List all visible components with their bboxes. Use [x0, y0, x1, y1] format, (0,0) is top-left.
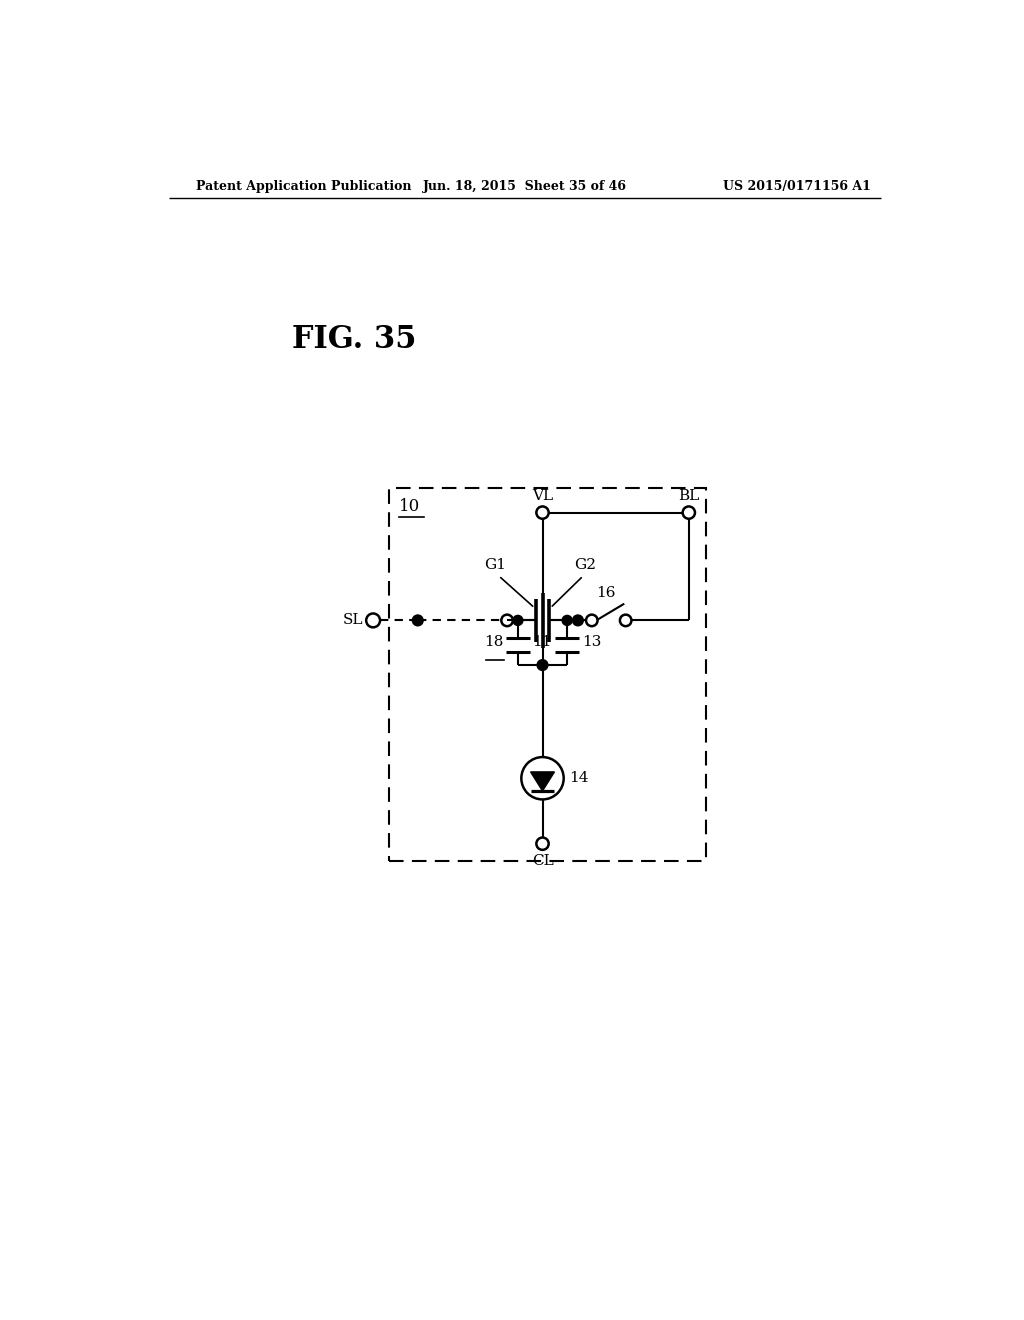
Polygon shape: [530, 772, 554, 791]
Circle shape: [562, 615, 572, 626]
Text: BL: BL: [678, 490, 699, 503]
Text: Jun. 18, 2015  Sheet 35 of 46: Jun. 18, 2015 Sheet 35 of 46: [423, 180, 627, 193]
Text: G1: G1: [483, 558, 506, 572]
Text: VL: VL: [531, 490, 553, 503]
Text: G2: G2: [573, 558, 596, 572]
Text: CL: CL: [531, 854, 553, 869]
Text: FIG. 35: FIG. 35: [292, 323, 417, 355]
Text: SL: SL: [343, 614, 364, 627]
Text: 16: 16: [596, 586, 615, 601]
Text: 11: 11: [532, 635, 552, 649]
Text: 10: 10: [399, 498, 421, 515]
Circle shape: [572, 615, 584, 626]
Circle shape: [513, 615, 523, 626]
Text: 13: 13: [582, 635, 601, 649]
Circle shape: [538, 660, 548, 671]
Text: 14: 14: [569, 771, 589, 785]
Text: 18: 18: [484, 635, 503, 649]
Text: Patent Application Publication: Patent Application Publication: [196, 180, 412, 193]
Circle shape: [413, 615, 423, 626]
Text: US 2015/0171156 A1: US 2015/0171156 A1: [724, 180, 871, 193]
Bar: [388, 488, 706, 861]
